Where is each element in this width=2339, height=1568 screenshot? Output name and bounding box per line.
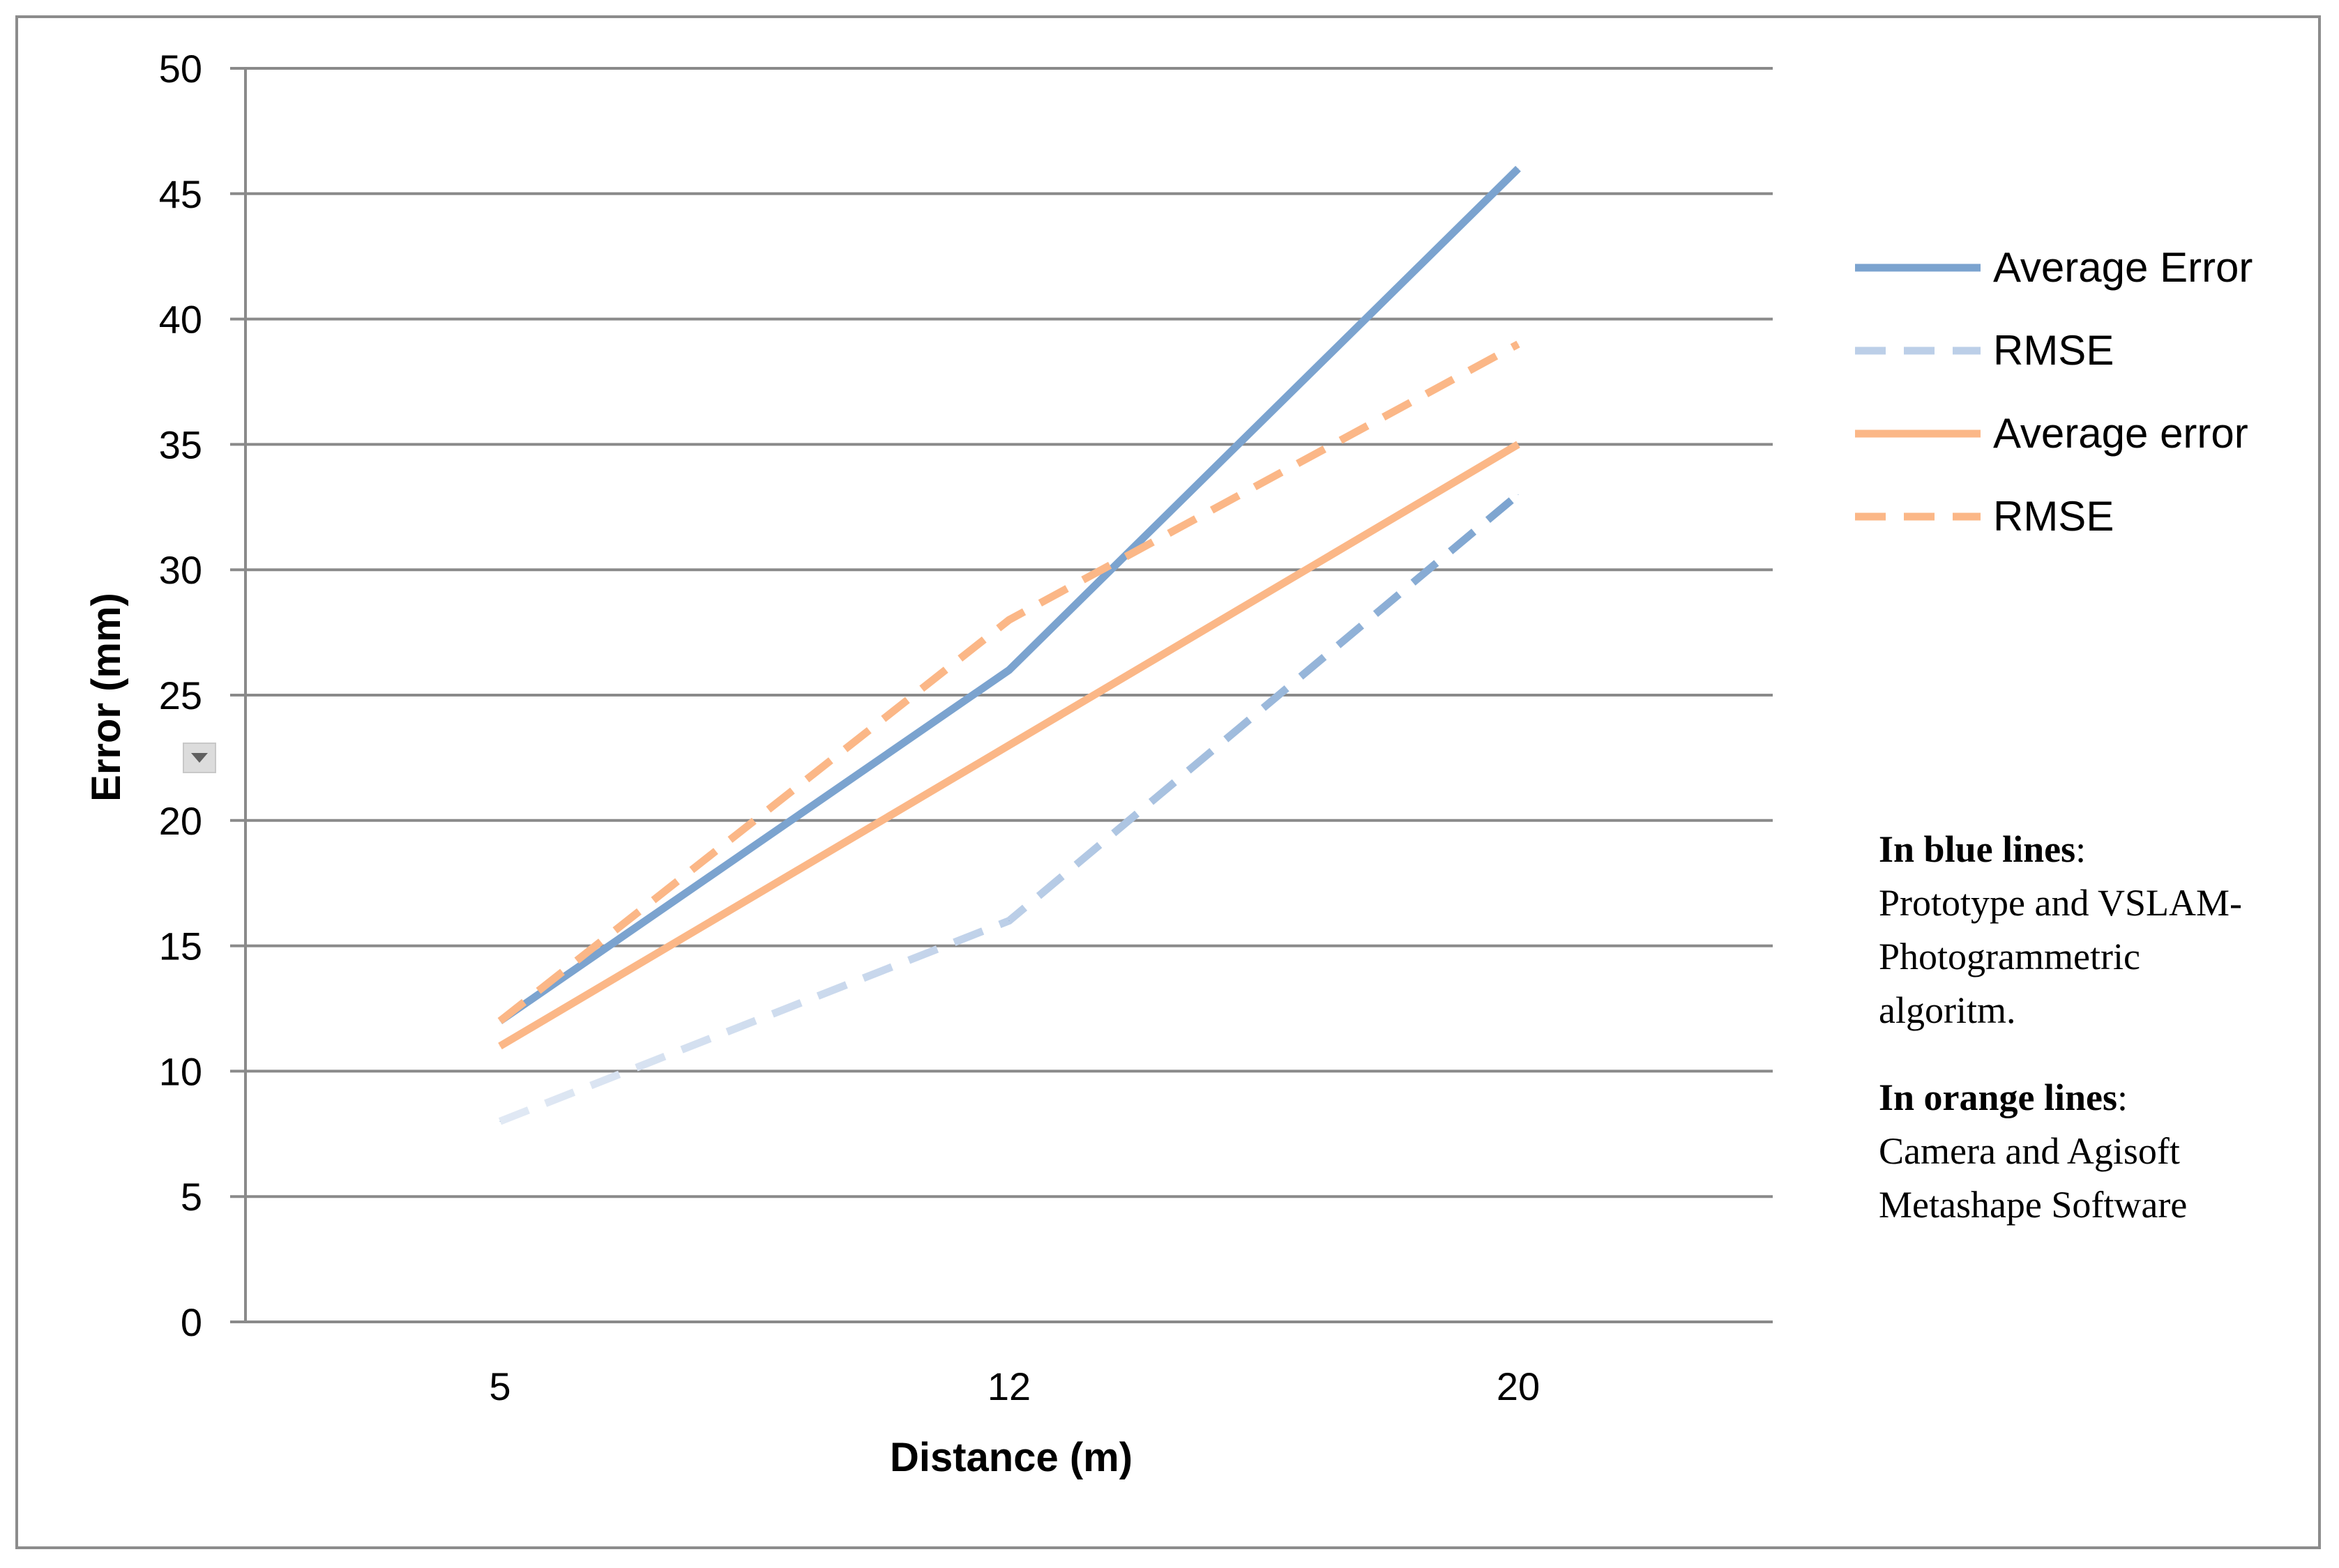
blue-note-line: Photogrammetric	[1879, 936, 2140, 977]
orange-note-line: Camera and Agisoft	[1879, 1130, 2180, 1172]
x-tick-label: 20	[1497, 1364, 1540, 1408]
x-tick-label: 12	[987, 1364, 1031, 1408]
data-point	[1008, 619, 1010, 621]
orange-note-heading: In orange lines:	[1879, 1076, 2128, 1118]
y-tick-label: 15	[159, 924, 202, 968]
legend: Average Error RMSE Average error RMSE	[1855, 244, 2253, 540]
y-tick-label: 20	[159, 799, 202, 843]
orange-note-line: Metashape Software	[1879, 1184, 2188, 1226]
y-tick-label: 25	[159, 673, 202, 717]
legend-label: Average error	[1993, 410, 2248, 457]
series-line-2	[498, 492, 1521, 1125]
y-tick-label: 0	[181, 1300, 202, 1344]
blue-note-line: Prototype and VSLAM-	[1879, 882, 2242, 924]
chevron-down-icon[interactable]	[183, 743, 216, 773]
blue-note-line: algoritm.	[1879, 989, 2016, 1031]
y-tick-label: 5	[181, 1175, 202, 1219]
y-axis-ticks: 0 5 10 15 20 25 30 35 40 45 50	[159, 47, 202, 1344]
x-axis-ticks: 5 12 20	[489, 1364, 1540, 1408]
series-lines	[497, 165, 1521, 1125]
data-point	[1008, 920, 1010, 922]
y-tick-label: 35	[159, 423, 202, 466]
data-point	[499, 1120, 501, 1122]
data-point	[1517, 443, 1519, 445]
legend-label: RMSE	[1993, 327, 2114, 374]
data-point	[1008, 669, 1010, 671]
y-tick-label: 30	[159, 548, 202, 592]
y-tick-label: 10	[159, 1049, 202, 1093]
y-axis-title: Error (mm)	[84, 593, 129, 802]
x-axis-title: Distance (m)	[890, 1435, 1133, 1480]
y-tick-label: 45	[159, 172, 202, 216]
data-point	[1517, 494, 1519, 495]
legend-label: Average Error	[1993, 244, 2253, 291]
y-tick-label: 50	[159, 47, 202, 91]
x-tick-label: 5	[489, 1364, 510, 1408]
gridlines	[230, 67, 1773, 1323]
legend-label: RMSE	[1993, 493, 2114, 540]
blue-note-heading: In blue lines:	[1879, 828, 2087, 870]
annotation-note: In blue lines: Prototype and VSLAM- Phot…	[1879, 823, 2325, 1232]
series-line-1	[497, 165, 1521, 1025]
data-point	[1517, 168, 1519, 169]
y-tick-label: 40	[159, 298, 202, 342]
